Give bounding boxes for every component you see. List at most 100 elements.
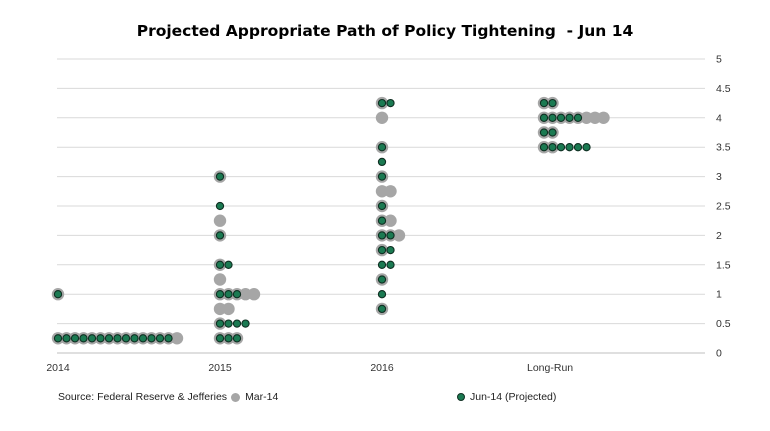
dot-jun-14-long-run-4: [548, 113, 557, 122]
dot-jun-14-2015-1: [232, 290, 242, 299]
dot-jun-14-long-run-4: [539, 113, 549, 122]
legend-label-mar-14: Mar-14: [245, 391, 279, 403]
dot-jun-14-long-run-3-5: [565, 143, 574, 152]
dot-mar-14-2015-0-75: [213, 302, 227, 316]
x-tick-label: Long-Run: [527, 362, 573, 374]
dot-jun-14-long-run-3-75: [539, 128, 549, 137]
dot-jun-14-2016-3-25: [377, 157, 387, 167]
legend-marker-mar-14: [231, 392, 241, 402]
dot-jun-14-2016-1-75: [377, 245, 387, 255]
dot-mar-14-long-run-4: [588, 111, 602, 125]
dot-mar-14-2015-1-25: [213, 273, 227, 286]
dot-jun-14-2016-1: [377, 290, 387, 299]
dot-jun-14-2016-1-75: [386, 245, 395, 255]
dot-jun-14-2015-2-5: [215, 201, 225, 211]
dot-jun-14-2016-3: [377, 172, 387, 181]
dot-jun-14-2016-1-5: [377, 260, 387, 269]
dot-jun-14-long-run-3-5: [573, 143, 583, 152]
dot-jun-14-long-run-3-5: [548, 143, 557, 152]
dot-jun-14-2014-0-25: [164, 334, 173, 343]
dot-mar-14-2016-4: [375, 111, 389, 125]
dot-jun-14-2016-4-25: [377, 98, 387, 108]
dot-jun-14-long-run-3-75: [548, 128, 557, 137]
dot-mar-14-long-run-4: [597, 111, 610, 125]
x-tick-label: 2016: [370, 362, 394, 374]
dot-jun-14-2014-0-25: [53, 334, 63, 343]
dot-jun-14-2014-0-25: [70, 334, 80, 343]
dot-jun-14-2014-1: [53, 290, 63, 299]
dot-jun-14-2015-0-25: [232, 334, 242, 343]
y-tick-label: 2.5: [716, 201, 731, 213]
dot-jun-14-long-run-4: [573, 113, 583, 122]
y-tick-label: 4.5: [716, 83, 731, 95]
dot-jun-14-2016-1-5: [386, 260, 395, 269]
series-jun-14-projected: [53, 98, 591, 343]
y-tick-label: 2: [716, 230, 722, 242]
dot-jun-14-2015-1: [215, 290, 225, 299]
y-tick-label: 3: [716, 171, 722, 183]
x-tick-label: 2015: [208, 362, 232, 374]
dot-mar-14-2015-1: [239, 288, 252, 301]
dot-jun-14-2016-2-25: [377, 216, 387, 225]
dot-jun-14-2016-1-25: [377, 275, 387, 284]
legend-label-jun-14: Jun-14 (Projected): [470, 391, 557, 403]
dot-jun-14-long-run-3-5: [556, 143, 566, 152]
series-mar-14: [51, 96, 610, 345]
dot-mar-14-2015-0-75: [222, 302, 235, 316]
dot-mar-14-2015-1: [247, 288, 261, 301]
dot-jun-14-2014-0-25: [138, 334, 148, 343]
dot-jun-14-2014-0-25: [62, 334, 71, 343]
dot-jun-14-long-run-4-25: [548, 98, 557, 108]
dot-jun-14-2015-0-5: [241, 319, 250, 328]
legend-marker-jun-14: [457, 393, 465, 401]
dot-jun-14-2014-0-25: [96, 334, 105, 343]
dot-mar-14-2016-2-25: [384, 214, 397, 227]
y-tick-label: 4: [716, 112, 722, 124]
dot-mar-14-2016-2: [392, 229, 406, 242]
x-tick-label: 2014: [46, 362, 70, 374]
x-axis-tick-labels: 2014 2015 2016 Long-Run: [46, 362, 573, 374]
dot-mar-14-long-run-4: [580, 111, 593, 125]
y-tick-label: 1: [716, 289, 722, 301]
dot-jun-14-2014-0-25: [130, 334, 139, 343]
y-axis-tick-labels: 0 0.5 1 1.5 2 2.5 3 3.5 4 4.5 5: [716, 54, 731, 360]
dot-jun-14-2014-0-25: [147, 334, 156, 343]
dot-jun-14-2015-1-5: [215, 260, 225, 269]
dot-jun-14-2014-0-25: [113, 334, 122, 343]
dot-jun-14-2016-0-75: [377, 304, 387, 314]
dot-jun-14-2016-3-5: [377, 143, 387, 152]
dot-mar-14-2016-2-75: [384, 185, 397, 198]
dot-mar-14-2015-2-25: [213, 214, 227, 227]
dot-jun-14-2014-0-25: [155, 334, 165, 343]
legend: Source: Federal Reserve & Jefferies Mar-…: [58, 391, 278, 403]
dot-jun-14-long-run-4: [556, 113, 566, 122]
dot-jun-14-2014-0-25: [87, 334, 97, 343]
dot-jun-14-2015-1: [224, 290, 233, 299]
legend-jun: Jun-14 (Projected): [453, 391, 556, 403]
dot-jun-14-2015-3: [215, 172, 225, 181]
dot-jun-14-2016-2: [386, 231, 395, 240]
dot-jun-14-2015-0-5: [232, 319, 242, 328]
y-tick-label: 0: [716, 348, 722, 360]
dot-jun-14-2014-0-25: [121, 334, 131, 343]
y-tick-label: 5: [716, 54, 722, 66]
dot-jun-14-2016-4-25: [386, 98, 395, 108]
y-tick-label: 3.5: [716, 142, 731, 154]
dot-jun-14-long-run-3-5: [539, 143, 549, 152]
dot-jun-14-2015-1-5: [224, 260, 233, 269]
dot-jun-14-2015-0-5: [215, 319, 225, 328]
dot-jun-14-2014-0-25: [104, 334, 114, 343]
dot-jun-14-long-run-4: [565, 113, 574, 122]
dot-mar-14-2014-0-25: [170, 332, 184, 345]
dot-jun-14-2015-0-5: [224, 319, 233, 328]
dot-jun-14-long-run-4-25: [539, 98, 549, 108]
dot-jun-14-long-run-3-5: [582, 143, 591, 152]
chart-title: Projected Appropriate Path of Policy Tig…: [136, 22, 634, 40]
dot-jun-14-2015-2: [215, 231, 225, 240]
y-tick-label: 1.5: [716, 259, 731, 271]
dot-mar-14-2016-2-75: [375, 185, 389, 198]
dot-jun-14-2015-0-25: [224, 334, 233, 343]
source-note: Source: Federal Reserve & Jefferies: [58, 391, 228, 403]
y-tick-label: 0.5: [716, 318, 731, 330]
